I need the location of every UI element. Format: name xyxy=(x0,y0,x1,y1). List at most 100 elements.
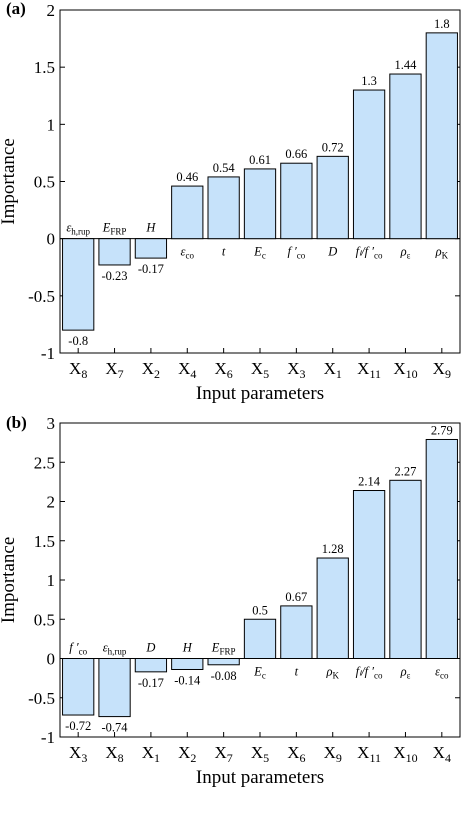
bar xyxy=(352,490,386,660)
x-tick-label: X4 xyxy=(178,359,196,381)
parameter-label: fₗ/f ′co xyxy=(356,245,383,261)
parameter-label: εh,rup xyxy=(103,641,127,657)
x-tick-label: X8 xyxy=(105,743,123,765)
bar-value-label: -0.74 xyxy=(102,721,129,735)
bar-value-label: 2.14 xyxy=(358,475,381,489)
y-tick-label: -1 xyxy=(41,728,55,747)
x-tick-label: X5 xyxy=(251,359,269,381)
bar xyxy=(134,658,168,673)
bar-value-label: -0.08 xyxy=(211,669,237,683)
bar xyxy=(171,658,204,670)
parameter-label: Ec xyxy=(253,665,266,681)
parameter-label: ρK xyxy=(325,665,339,681)
bar xyxy=(243,618,277,659)
parameter-label: H xyxy=(145,221,156,235)
x-tick-label: X10 xyxy=(393,743,417,765)
bar-value-label: 1.28 xyxy=(322,542,344,556)
bar-value-label: 0.67 xyxy=(285,590,307,604)
bar-value-label: -0.8 xyxy=(68,334,88,348)
x-tick-label: X10 xyxy=(393,359,417,381)
y-tick-label: 1.5 xyxy=(34,58,55,77)
bar-value-label: -0.17 xyxy=(138,262,164,276)
bar xyxy=(425,438,458,659)
parameter-label: fₗ/f ′co xyxy=(356,665,383,681)
bar-value-label: -0.14 xyxy=(174,673,201,687)
bar-value-label: 0.72 xyxy=(322,140,344,154)
parameter-label: EFRP xyxy=(102,221,127,237)
x-tick-label: X4 xyxy=(433,743,451,765)
bar-value-label: 2.79 xyxy=(431,423,453,437)
bar-value-label: 0.54 xyxy=(213,161,236,175)
bar xyxy=(171,185,204,240)
y-tick-label: 0 xyxy=(47,230,56,249)
parameter-label: H xyxy=(182,641,193,655)
bar xyxy=(425,32,458,240)
bar-value-label: 0.46 xyxy=(176,170,198,184)
y-axis-title: Importance xyxy=(0,138,19,225)
chart-panel-b: (b) -1 -0.5 0 0.5 1 1.5 2 2.5 3 -0.72 f ′co X3 -0.74 ε… xyxy=(0,413,461,788)
bar-value-label: 0.61 xyxy=(249,153,271,167)
parameter-label: Ec xyxy=(253,245,266,261)
bar xyxy=(98,238,131,266)
x-axis-title: Input parameters xyxy=(196,767,324,788)
bar-value-label: 0.5 xyxy=(252,603,268,617)
parameter-label: ρK xyxy=(435,245,449,261)
y-tick-label: -0.5 xyxy=(28,287,55,306)
y-axis-title: Importance xyxy=(0,537,19,624)
x-tick-label: X3 xyxy=(287,359,305,381)
x-tick-label: X6 xyxy=(214,359,232,381)
x-tick-label: X9 xyxy=(324,743,342,765)
bar xyxy=(62,658,95,716)
x-tick-label: X2 xyxy=(142,359,160,381)
bar xyxy=(389,479,422,659)
bar-value-label: -0.17 xyxy=(138,676,164,690)
parameter-label: D xyxy=(145,641,155,655)
y-tick-label: 3 xyxy=(47,414,56,433)
parameter-label: f ′co xyxy=(287,245,305,261)
parameter-label: ρε xyxy=(400,245,411,261)
x-tick-label: X11 xyxy=(357,743,381,765)
y-tick-label: 2.5 xyxy=(34,453,55,472)
x-tick-label: X1 xyxy=(324,359,342,381)
bar xyxy=(207,658,240,666)
parameter-label: εco xyxy=(181,245,195,261)
x-tick-label: X11 xyxy=(357,359,381,381)
y-tick-label: 1.5 xyxy=(34,532,55,551)
bar-value-label: 0.66 xyxy=(285,147,307,161)
bar-value-label: 1.44 xyxy=(395,58,418,72)
parameter-label: εh,rup xyxy=(66,221,90,237)
bar xyxy=(207,176,240,240)
bar xyxy=(352,89,386,240)
bar-value-label: -0.72 xyxy=(65,719,91,733)
x-tick-label: X7 xyxy=(105,359,123,381)
chart-panel-a: (a) -1 -0.5 0 0.5 1 1.5 2 -0.8 εh,rup X8 -0.23 EFRP X… xyxy=(0,0,461,404)
bar xyxy=(280,605,313,660)
x-tick-label: X3 xyxy=(69,743,87,765)
x-tick-label: X7 xyxy=(214,743,232,765)
y-tick-label: 2 xyxy=(47,1,56,20)
parameter-label: D xyxy=(327,245,337,259)
y-tick-label: 1 xyxy=(47,115,56,134)
y-tick-label: 0.5 xyxy=(34,173,55,192)
parameter-label: t xyxy=(295,665,299,679)
bar-value-label: 1.3 xyxy=(361,74,377,88)
bar xyxy=(389,73,422,240)
parameter-label: EFRP xyxy=(211,641,236,657)
bar xyxy=(316,155,349,240)
parameter-label: ρε xyxy=(400,665,411,681)
parameter-label: t xyxy=(222,245,226,259)
y-tick-label: 0.5 xyxy=(34,610,55,629)
panel-label: (b) xyxy=(6,413,27,432)
x-tick-label: X9 xyxy=(433,359,451,381)
bar xyxy=(134,238,168,259)
bar xyxy=(243,168,277,240)
bar xyxy=(98,658,131,718)
x-tick-label: X8 xyxy=(69,359,87,381)
x-tick-label: X6 xyxy=(287,743,305,765)
x-tick-label: X5 xyxy=(251,743,269,765)
bar-value-label: 1.8 xyxy=(434,17,450,31)
bar-value-label: -0.23 xyxy=(102,269,128,283)
y-tick-label: 0 xyxy=(47,650,56,669)
bar xyxy=(280,162,313,240)
